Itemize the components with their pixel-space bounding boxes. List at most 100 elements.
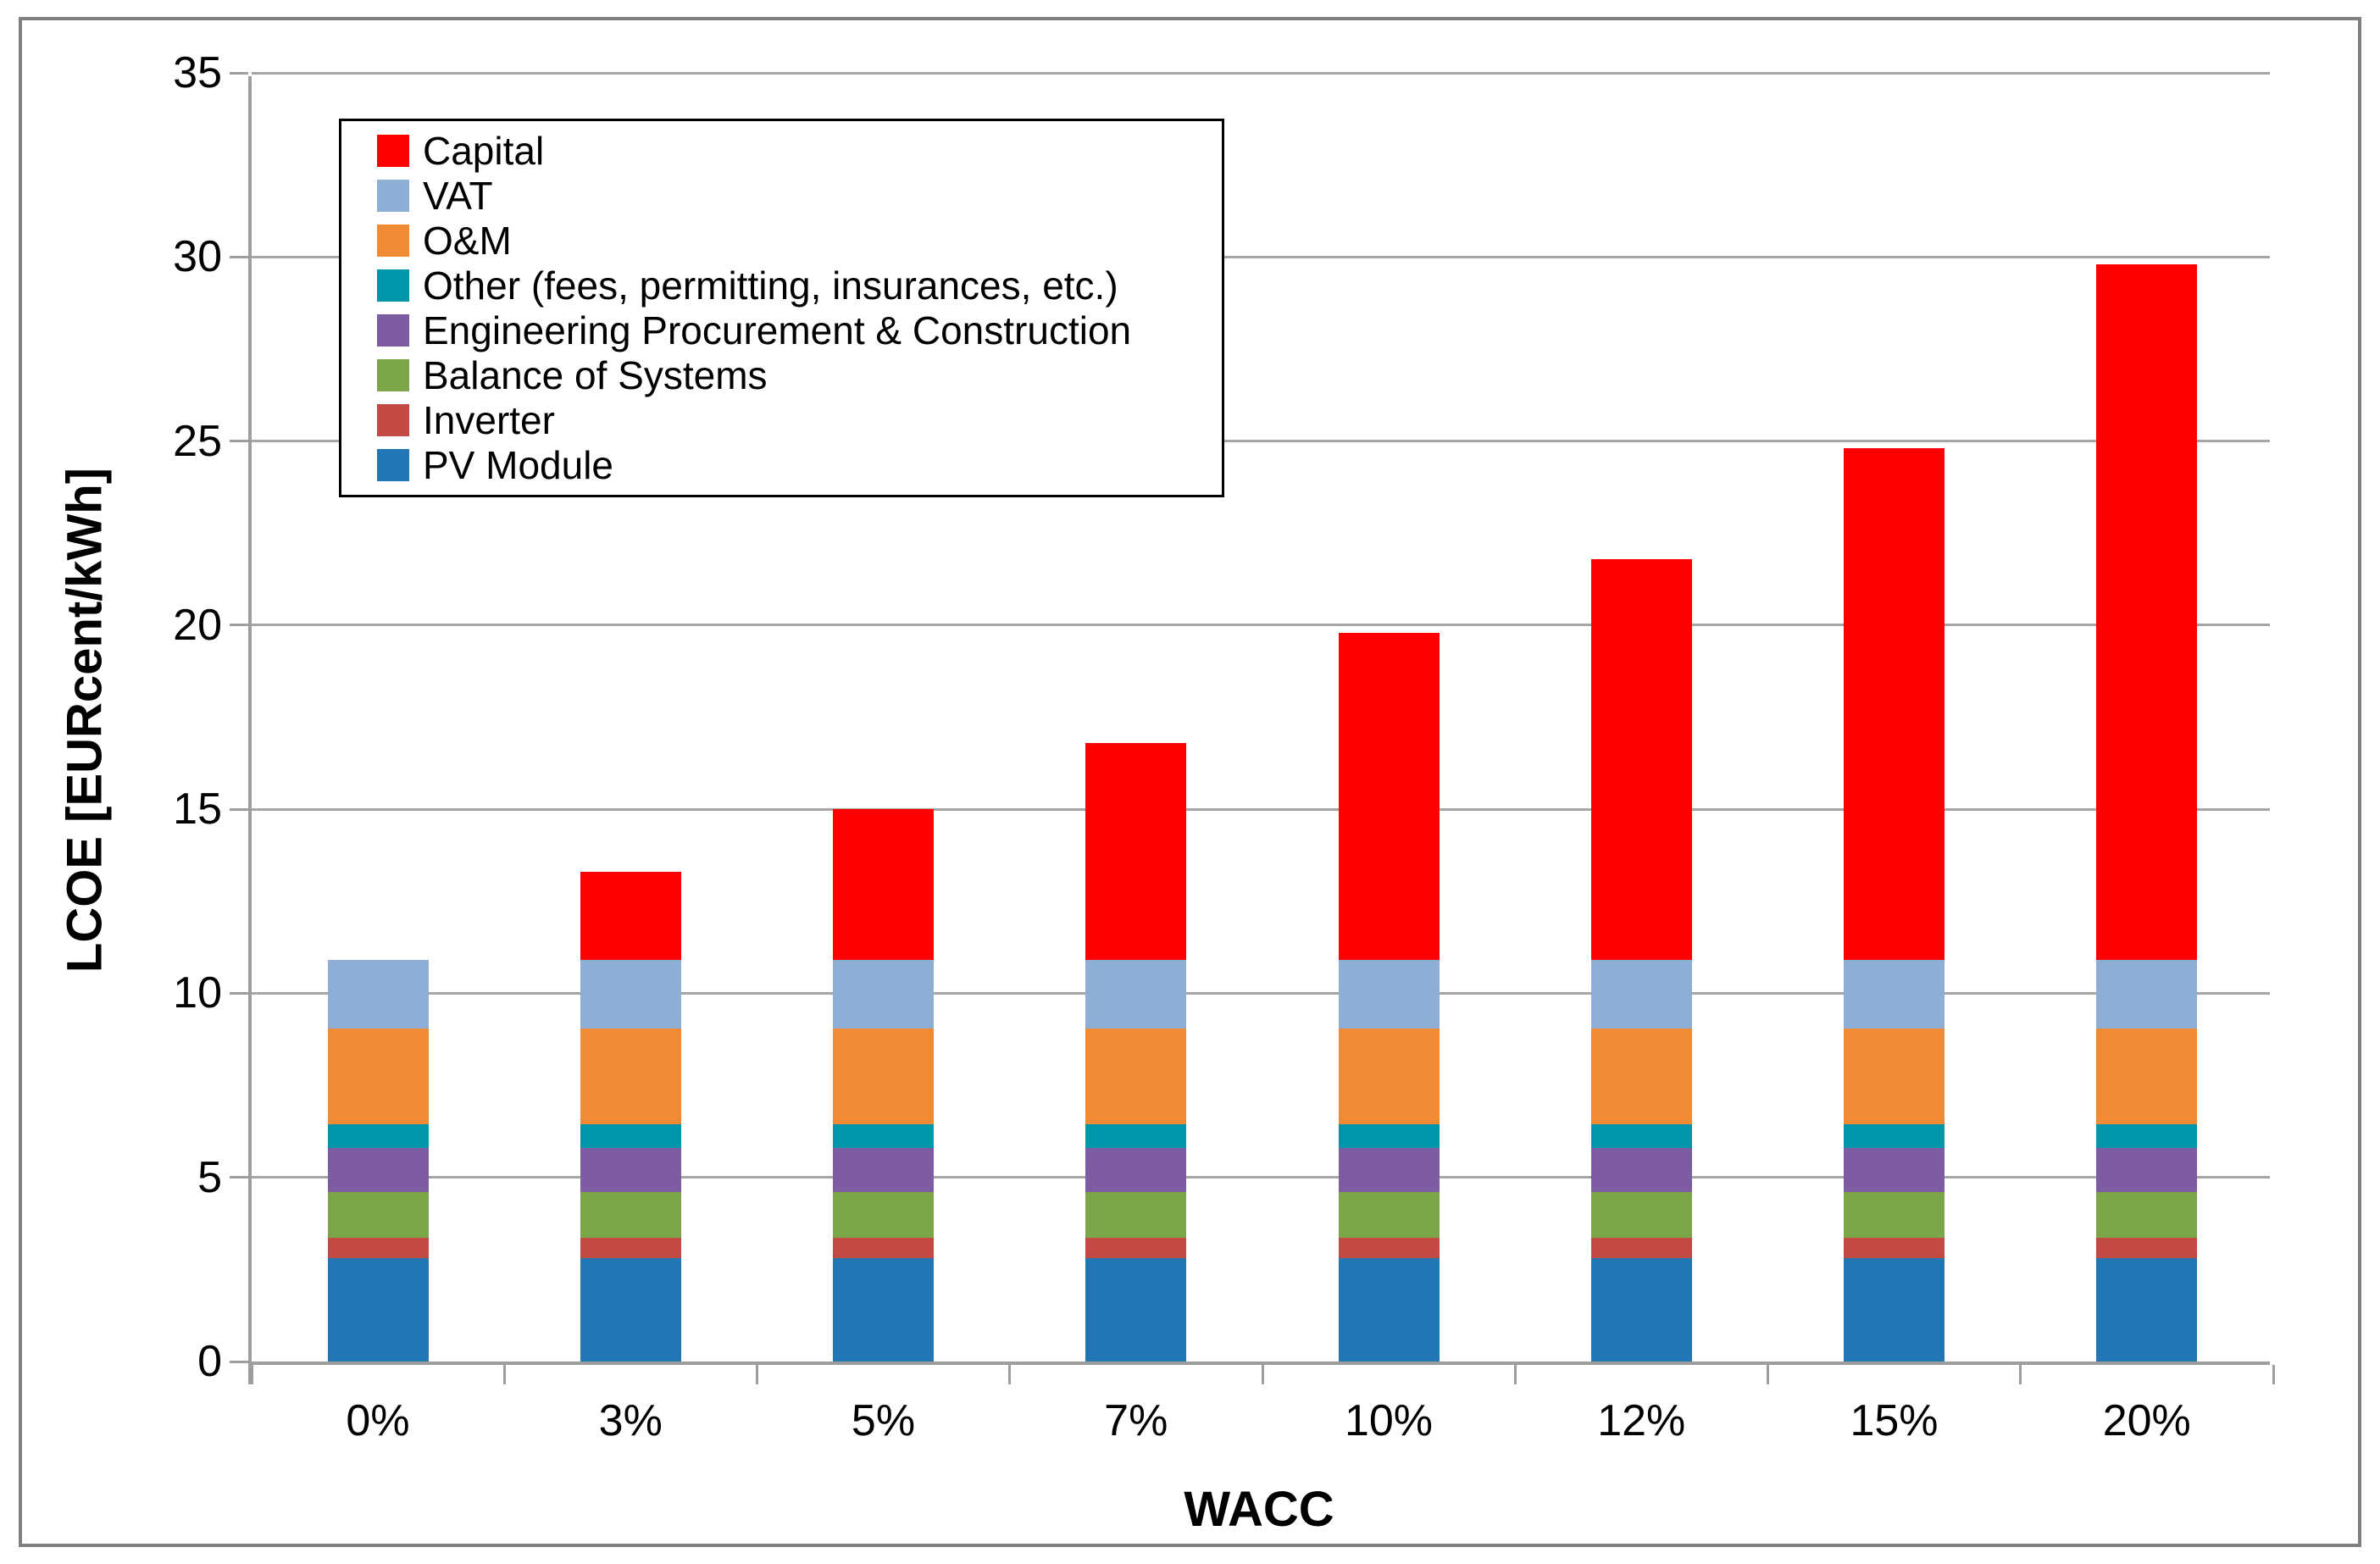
legend-swatch-icon (377, 224, 409, 257)
plot-area: 0 5 10 15 20 25 30 35 0% 3% 5% 7% 10% 12% 15% 20% (173, 49, 2275, 1445)
bar-segment-Inverter (328, 1238, 429, 1259)
legend-label: VAT (423, 173, 493, 218)
bar-segment-Other (fees, permitting, insurances, etc.) (1591, 1123, 1692, 1148)
y-axis-tick (230, 71, 248, 75)
y-tick-label: 30 (173, 232, 222, 282)
y-tick-label: 5 (197, 1152, 222, 1202)
bar-segment-Other (fees, permitting, insurances, etc.) (2096, 1123, 2197, 1148)
bar-group-3% (580, 73, 681, 1362)
bar-segment-VAT (1339, 960, 1440, 1029)
x-axis-tick (2272, 1365, 2275, 1384)
y-axis-tick (230, 1360, 248, 1363)
bar-segment-O&M (2096, 1028, 2197, 1124)
bar-segment-Balance of Systems (328, 1192, 429, 1239)
x-tick-label: 15% (1850, 1396, 1939, 1445)
y-axis-tick (230, 255, 248, 258)
bar-segment-Balance of Systems (2096, 1192, 2197, 1239)
y-tick-label: 15 (173, 785, 222, 835)
x-tick-label: 0% (346, 1396, 410, 1445)
legend-label: Capital (423, 128, 545, 173)
bar-segment-Capital (2096, 264, 2197, 961)
bar-segment-Inverter (2096, 1238, 2197, 1259)
bar-segment-PV Module (833, 1258, 934, 1362)
bar-segment-Engineering Procurement & Construction (1844, 1147, 1944, 1193)
legend-label: Inverter (423, 398, 555, 443)
y-axis-tick (230, 440, 248, 443)
y-axis-tick (230, 624, 248, 627)
legend-swatch-icon (377, 404, 409, 437)
y-tick-label: 10 (173, 968, 222, 1018)
bar-segment-Other (fees, permitting, insurances, etc.) (833, 1123, 934, 1148)
bar-segment-Other (fees, permitting, insurances, etc.) (580, 1123, 681, 1148)
legend-swatch-icon (377, 314, 409, 347)
legend-item-PV Module: PV Module (377, 444, 1213, 486)
bar-segment-VAT (833, 960, 934, 1029)
bar-segment-Other (fees, permitting, insurances, etc.) (1844, 1123, 1944, 1148)
bar-segment-O&M (1339, 1028, 1440, 1124)
bar-segment-O&M (580, 1028, 681, 1124)
bar-segment-Capital (1085, 742, 1186, 961)
legend-label: PV Module (423, 443, 614, 488)
bar-segment-Engineering Procurement & Construction (1591, 1147, 1692, 1193)
bar-segment-Capital (1844, 448, 1944, 961)
gridline-y-35 (252, 71, 2270, 75)
bar-segment-PV Module (1339, 1258, 1440, 1362)
legend-swatch-icon (377, 179, 409, 212)
gridline-y-30 (252, 255, 2270, 258)
x-tick-label: 20% (2102, 1396, 2191, 1445)
bar-segment-Balance of Systems (1339, 1192, 1440, 1239)
legend-swatch-icon (377, 134, 409, 167)
bar-segment-VAT (1591, 960, 1692, 1029)
bar-segment-Balance of Systems (580, 1192, 681, 1239)
bar-segment-Other (fees, permitting, insurances, etc.) (1085, 1123, 1186, 1148)
bar-segment-Engineering Procurement & Construction (1085, 1147, 1186, 1193)
x-tick-label: 3% (598, 1396, 663, 1445)
bar-segment-O&M (1591, 1028, 1692, 1124)
bar-segment-Inverter (1085, 1238, 1186, 1259)
bar-group-7% (1085, 73, 1186, 1362)
legend-item-Other (fees, permitting, insurances, etc.): Other (fees, permitting, insurances, etc… (377, 264, 1213, 307)
y-tick-label: 35 (173, 48, 222, 97)
bar-segment-Engineering Procurement & Construction (833, 1147, 934, 1193)
y-tick-label: 20 (173, 600, 222, 650)
gridline-y-5 (252, 1176, 2270, 1179)
bar-segment-VAT (580, 960, 681, 1029)
bar-segment-Balance of Systems (833, 1192, 934, 1239)
legend: Capital VAT O&M Other (fees, permitting, in… (339, 119, 1224, 497)
x-axis-tick (1513, 1365, 1517, 1384)
legend-item-Capital: Capital (377, 130, 1213, 172)
bar-group-12% (1591, 73, 1692, 1362)
legend-swatch-icon (377, 269, 409, 302)
bar-group-0% (328, 73, 429, 1362)
y-tick-label: 0 (197, 1337, 222, 1386)
bar-segment-O&M (1844, 1028, 1944, 1124)
legend-item-O&M: O&M (377, 219, 1213, 262)
bar-segment-Capital (1339, 632, 1440, 961)
bar-segment-PV Module (1591, 1258, 1692, 1362)
x-tick-label: 7% (1104, 1396, 1168, 1445)
bar-segment-Inverter (580, 1238, 681, 1259)
bar-segment-VAT (328, 960, 429, 1029)
x-axis-tick (2019, 1365, 2022, 1384)
bar-group-15% (1844, 73, 1944, 1362)
x-tick-label: 12% (1597, 1396, 1686, 1445)
x-axis-tick (1261, 1365, 1264, 1384)
bar-segment-O&M (1085, 1028, 1186, 1124)
x-axis-tick (502, 1365, 506, 1384)
bar-segment-Capital (1591, 558, 1692, 961)
bar-segment-VAT (1085, 960, 1186, 1029)
bar-segment-Capital (580, 872, 681, 961)
bar-segment-Engineering Procurement & Construction (2096, 1147, 2197, 1193)
bar-segment-PV Module (1844, 1258, 1944, 1362)
x-tick-label: 10% (1344, 1396, 1434, 1445)
bar-segment-Other (fees, permitting, insurances, etc.) (328, 1123, 429, 1148)
bar-segment-O&M (328, 1028, 429, 1124)
bar-segment-Balance of Systems (1085, 1192, 1186, 1239)
bar-segment-O&M (833, 1028, 934, 1124)
bar-segment-Inverter (1339, 1238, 1440, 1259)
bar-segment-PV Module (328, 1258, 429, 1362)
legend-label: Other (fees, permitting, insurances, etc… (423, 263, 1118, 308)
bar-segment-PV Module (1085, 1258, 1186, 1362)
x-tick-label: 5% (851, 1396, 916, 1445)
gridline-y-20 (252, 624, 2270, 627)
